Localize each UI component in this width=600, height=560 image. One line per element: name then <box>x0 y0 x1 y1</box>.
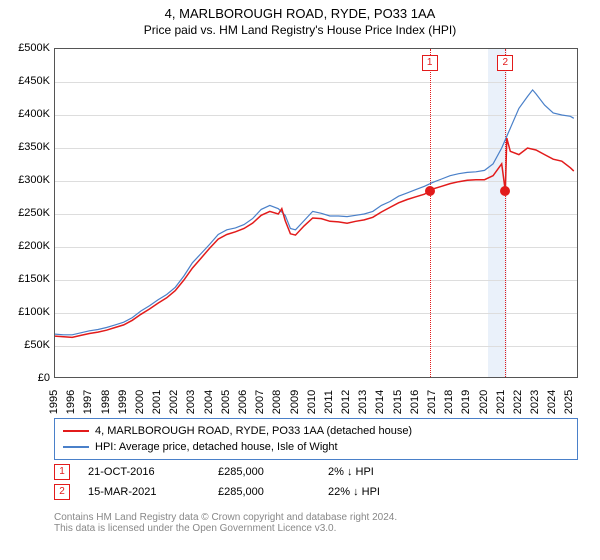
footer-line-2: This data is licensed under the Open Gov… <box>54 523 578 534</box>
x-axis-tick: 2011 <box>323 390 335 414</box>
legend-swatch <box>63 446 89 448</box>
x-axis-tick: 1997 <box>82 390 94 414</box>
sale-delta: 2% ↓ HPI <box>328 466 374 478</box>
chart-subtitle: Price paid vs. HM Land Registry's House … <box>0 21 600 37</box>
sales-table: 1 21-OCT-2016£285,0002% ↓ HPI 2 15-MAR-2021… <box>54 462 578 502</box>
x-axis-tick: 2022 <box>512 390 524 414</box>
x-axis-tick: 2012 <box>340 390 352 414</box>
x-axis-tick: 2002 <box>168 390 180 414</box>
footer-attribution: Contains HM Land Registry data © Crown c… <box>54 512 578 534</box>
sale-row: 2 15-MAR-2021£285,00022% ↓ HPI <box>54 482 578 502</box>
legend-label: 4, MARLBOROUGH ROAD, RYDE, PO33 1AA (det… <box>95 425 412 437</box>
x-axis-tick: 2025 <box>563 390 575 414</box>
x-axis-tick: 2007 <box>254 390 266 414</box>
y-axis-tick: £200K <box>0 240 50 252</box>
y-axis-tick: £50K <box>0 339 50 351</box>
x-axis-tick: 2020 <box>478 390 490 414</box>
chart-legend: 4, MARLBOROUGH ROAD, RYDE, PO33 1AA (det… <box>54 418 578 460</box>
x-axis-tick: 1998 <box>100 390 112 414</box>
sale-row: 1 21-OCT-2016£285,0002% ↓ HPI <box>54 462 578 482</box>
x-axis-tick: 2014 <box>374 390 386 414</box>
x-axis-tick: 2024 <box>546 390 558 414</box>
series-line <box>55 138 574 337</box>
x-axis-tick: 2006 <box>237 390 249 414</box>
x-axis-tick: 2005 <box>220 390 232 414</box>
x-axis-tick: 2021 <box>495 390 507 414</box>
x-axis-tick: 2023 <box>529 390 541 414</box>
sale-date: 15-MAR-2021 <box>88 486 218 498</box>
y-axis-tick: £350K <box>0 141 50 153</box>
y-axis-tick: £250K <box>0 207 50 219</box>
legend-item: HPI: Average price, detached house, Isle… <box>63 439 569 455</box>
sale-delta: 22% ↓ HPI <box>328 486 380 498</box>
x-axis-tick: 2016 <box>409 390 421 414</box>
chart-title: 4, MARLBOROUGH ROAD, RYDE, PO33 1AA <box>0 0 600 21</box>
x-axis-tick: 2003 <box>185 390 197 414</box>
y-axis-tick: £400K <box>0 108 50 120</box>
chart-lines <box>55 49 579 379</box>
y-axis-tick: £300K <box>0 174 50 186</box>
x-axis-tick: 2018 <box>443 390 455 414</box>
x-axis-tick: 2015 <box>392 390 404 414</box>
x-axis-tick: 2019 <box>460 390 472 414</box>
sale-price: £285,000 <box>218 466 328 478</box>
sale-marker: 2 <box>54 484 70 500</box>
x-axis-tick: 1995 <box>48 390 60 414</box>
x-axis-tick: 2001 <box>151 390 163 414</box>
chart-plot-area: 12 <box>54 48 578 378</box>
y-axis-tick: £100K <box>0 306 50 318</box>
legend-item: 4, MARLBOROUGH ROAD, RYDE, PO33 1AA (det… <box>63 423 569 439</box>
x-axis-tick: 2013 <box>357 390 369 414</box>
sale-date: 21-OCT-2016 <box>88 466 218 478</box>
x-axis-tick: 2000 <box>134 390 146 414</box>
y-axis-tick: £450K <box>0 75 50 87</box>
y-axis-tick: £500K <box>0 42 50 54</box>
y-axis-tick: £0 <box>0 372 50 384</box>
sale-price: £285,000 <box>218 486 328 498</box>
x-axis-tick: 1996 <box>65 390 77 414</box>
x-axis-tick: 2008 <box>271 390 283 414</box>
x-axis-tick: 2017 <box>426 390 438 414</box>
series-line <box>55 90 574 335</box>
x-axis-tick: 2009 <box>289 390 301 414</box>
legend-swatch <box>63 430 89 432</box>
x-axis-tick: 2010 <box>306 390 318 414</box>
y-axis-tick: £150K <box>0 273 50 285</box>
sale-marker: 1 <box>54 464 70 480</box>
x-axis-tick: 2004 <box>203 390 215 414</box>
x-axis-tick: 1999 <box>117 390 129 414</box>
footer-line-1: Contains HM Land Registry data © Crown c… <box>54 512 578 523</box>
legend-label: HPI: Average price, detached house, Isle… <box>95 441 338 453</box>
